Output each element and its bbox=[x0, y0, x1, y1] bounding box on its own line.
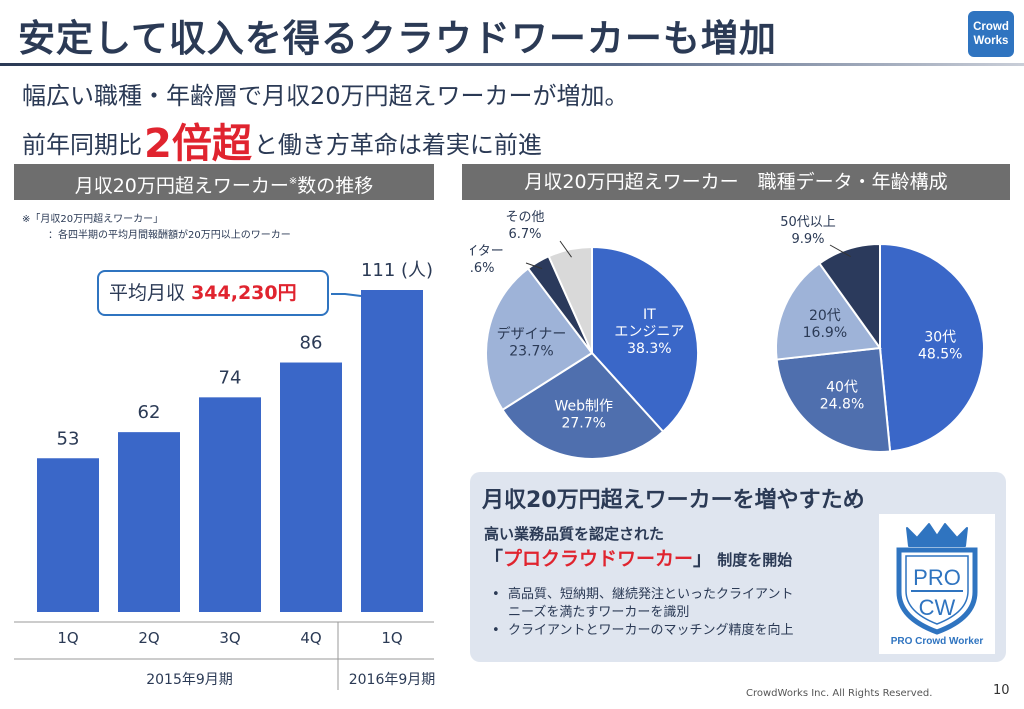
promo-bullet-list: 高品質、短納期、継続発注といったクライアント ニーズを満たすワーカーを識別 クラ… bbox=[490, 586, 793, 640]
promo-bullet: クライアントとワーカーのマッチング精度を向上 bbox=[490, 622, 793, 640]
slice-name-label: その他 bbox=[505, 210, 544, 225]
definition-note: ※「月収20万円超えワーカー」 ：各四半期の平均月間報酬額が20万円以上のワーカ… bbox=[22, 212, 291, 244]
logo-line-1: Crowd bbox=[973, 21, 1009, 33]
bar-chart-header-main: 月収20万円超えワーカー bbox=[74, 175, 289, 197]
slice-value-label: 3.6% bbox=[470, 261, 495, 276]
bar-1 bbox=[118, 432, 180, 612]
headline-post: と働き方革命は着実に前進 bbox=[253, 131, 542, 159]
average-income-value: 344,230円 bbox=[191, 282, 297, 304]
period-group-label: 2016年9月期 bbox=[349, 672, 436, 688]
close-quote: 」 bbox=[693, 548, 713, 570]
program-name: プロクラウドワーカー bbox=[503, 548, 694, 570]
slide-title: 安定して収入を得るクラウドワーカーも増加 bbox=[18, 17, 777, 60]
pie-slice-0 bbox=[879, 242, 985, 453]
slice-name-label: デザイナー bbox=[497, 326, 567, 343]
pie-slice-4 bbox=[547, 245, 593, 354]
slice-name-label: Web制作 bbox=[554, 398, 613, 414]
badge-caption: PRO Crowd Worker bbox=[890, 636, 984, 647]
pie-slice-1 bbox=[501, 351, 665, 460]
leader-line bbox=[525, 262, 543, 270]
period-group-label: 2015年9月期 bbox=[146, 672, 233, 688]
bar-value-label: 53 bbox=[57, 428, 80, 449]
note-line-1: ※「月収20万円超えワーカー」 bbox=[22, 214, 164, 225]
slice-name-label: ライター bbox=[470, 244, 504, 259]
slice-value-label: 9.9% bbox=[791, 232, 824, 247]
badge-top-text: PRO bbox=[913, 565, 961, 590]
slice-name-label: 20代 bbox=[809, 308, 841, 324]
pie-slice-2 bbox=[775, 262, 882, 361]
open-quote: 「 bbox=[484, 548, 504, 570]
x-tick-label: 1Q bbox=[381, 629, 402, 647]
headline: 前年同期比2倍超と働き方革命は着実に前進 bbox=[22, 111, 542, 169]
pie-slice-3 bbox=[818, 242, 881, 352]
leader-line bbox=[559, 240, 572, 258]
promo-title: 月収20万円超えワーカーを増やすため bbox=[482, 488, 865, 513]
copyright: CrowdWorks Inc. All Rights Reserved. bbox=[746, 688, 933, 699]
subtitle: 幅広い職種・年齢層で月収20万円超えワーカーが増加。 bbox=[22, 82, 629, 110]
slice-value-label: 38.3% bbox=[627, 341, 671, 357]
bar-value-label: 74 bbox=[219, 367, 242, 388]
pie-slice-1 bbox=[775, 346, 892, 453]
bar-value-label: 62 bbox=[138, 402, 161, 423]
slice-value-label: 27.7% bbox=[561, 415, 605, 431]
slice-name-label: 50代以上 bbox=[780, 215, 836, 230]
bar-0 bbox=[37, 458, 99, 612]
promo-line-2: 「プロクラウドワーカー」 制度を開始 bbox=[484, 544, 792, 571]
x-tick-label: 1Q bbox=[57, 629, 78, 647]
promo-line-1: 高い業務品質を認定された bbox=[484, 525, 665, 543]
page-number: 10 bbox=[993, 683, 1010, 698]
slice-value-label: 24.8% bbox=[820, 396, 864, 412]
slice-value-label: 6.7% bbox=[508, 227, 541, 242]
slice-name-label: エンジニア bbox=[614, 324, 684, 340]
title-underline bbox=[0, 63, 1024, 66]
bar-chart-header: 月収20万円超えワーカー※数の推移 bbox=[14, 164, 434, 200]
x-tick-label: 2Q bbox=[138, 629, 159, 647]
slice-name-label: 30代 bbox=[924, 330, 956, 346]
average-income-label: 平均月収 bbox=[109, 282, 186, 304]
bar-2 bbox=[199, 397, 261, 612]
callout-connector bbox=[331, 293, 362, 297]
pie-slice-2 bbox=[485, 267, 594, 412]
leader-line bbox=[829, 244, 851, 258]
x-tick-label: 3Q bbox=[219, 629, 240, 647]
bar-4 bbox=[361, 290, 423, 612]
slice-value-label: 16.9% bbox=[803, 325, 847, 341]
x-tick-label: 4Q bbox=[300, 629, 321, 647]
slice-value-label: 23.7% bbox=[509, 344, 553, 360]
crowdworks-logo: Crowd Works bbox=[968, 11, 1014, 57]
program-start-text: 制度を開始 bbox=[712, 551, 793, 569]
slice-name-label: 40代 bbox=[826, 379, 858, 395]
headline-pre: 前年同期比 bbox=[22, 131, 142, 159]
pie-charts-header: 月収20万円超えワーカー 職種データ・年齢構成 bbox=[462, 164, 1010, 200]
logo-line-2: Works bbox=[973, 35, 1009, 47]
bar-value-label: 111 (人) bbox=[361, 260, 433, 281]
bar-chart: 53 1Q 62 2Q 74 3Q 86 4Q 111 (人) 1Q 2015年9月期 2016年9月… bbox=[14, 260, 436, 690]
slice-name-label: IT bbox=[643, 307, 656, 323]
pie-slice-0 bbox=[591, 245, 699, 434]
bar-chart-header-tail: 数の推移 bbox=[297, 175, 374, 197]
promo-bullet: 高品質、短納期、継続発注といったクライアント ニーズを満たすワーカーを識別 bbox=[490, 586, 793, 622]
average-income-callout: 平均月収 344,230円 bbox=[97, 270, 329, 316]
pcw-shield-icon: PRO CW bbox=[896, 523, 978, 635]
badge-bottom-text: CW bbox=[919, 595, 956, 620]
bar-value-label: 86 bbox=[300, 333, 323, 354]
pro-crowd-worker-badge: PRO CW PRO Crowd Worker bbox=[879, 514, 995, 654]
bar-3 bbox=[280, 362, 342, 612]
slice-value-label: 48.5% bbox=[918, 347, 962, 363]
bar-chart-header-mark: ※ bbox=[288, 176, 298, 187]
headline-emphasis: 2倍超 bbox=[144, 121, 252, 167]
note-line-2: ：各四半期の平均月間報酬額が20万円以上のワーカー bbox=[48, 230, 291, 241]
